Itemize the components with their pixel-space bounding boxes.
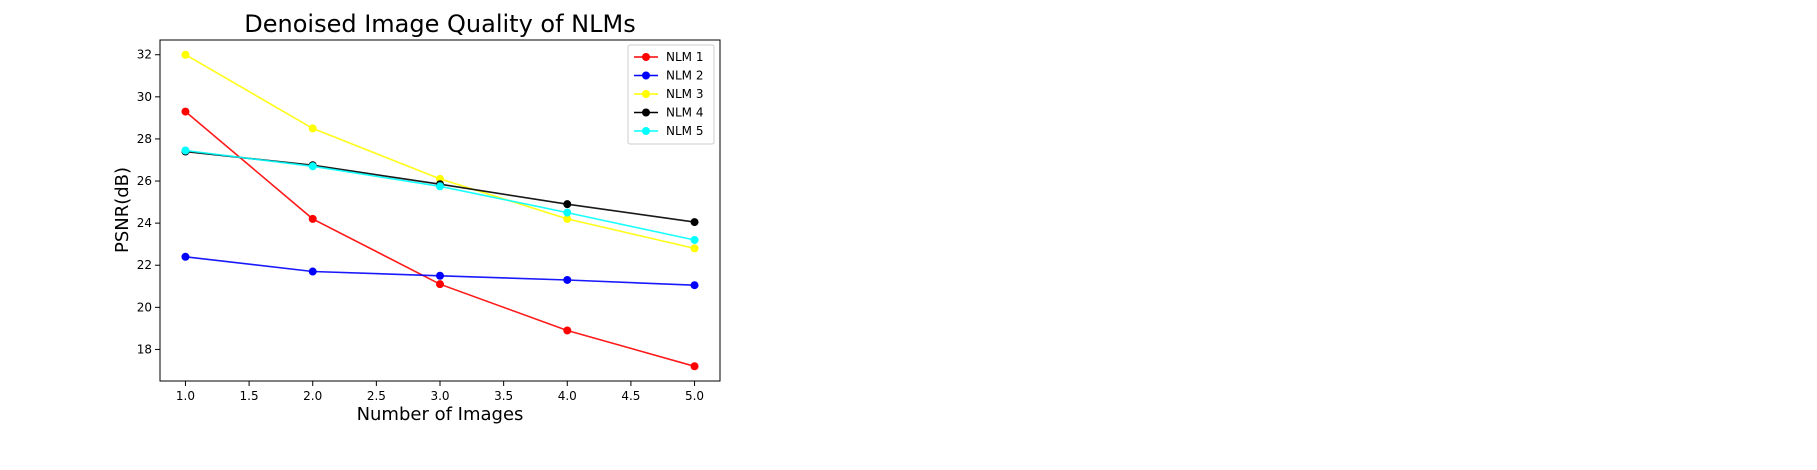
data-point	[181, 146, 190, 155]
x-tick-label: 4.0	[558, 389, 577, 403]
x-axis-label: Number of Images	[357, 404, 524, 425]
legend-entry: NLM 4	[634, 106, 703, 120]
x-tick-label: 2.5	[367, 389, 386, 403]
x-axis-ticks: 1.0 1.5 2.0 2.5 3.0 3.5 4.0 4.5 5.0	[176, 381, 704, 403]
legend-label: NLM 3	[666, 87, 703, 101]
legend-label: NLM 5	[666, 124, 703, 138]
y-axis-label: PSNR(dB)	[112, 167, 133, 253]
data-point	[690, 281, 699, 290]
data-point	[563, 208, 572, 217]
x-tick-label: 3.5	[494, 389, 513, 403]
x-tick-label: 2.0	[303, 389, 322, 403]
legend-swatch-marker	[642, 71, 650, 80]
legend-box	[627, 44, 715, 145]
data-point	[563, 214, 572, 223]
y-axis-ticks: 18 20 22 24 26 28 30 32	[137, 48, 160, 356]
data-point	[181, 252, 190, 261]
chart-title: Denoised Image Quality of NLMs	[244, 10, 635, 38]
y-tick-label: 22	[137, 258, 152, 272]
legend-entry: NLM 1	[634, 50, 703, 64]
series-line-3	[185, 54, 695, 250]
data-point	[308, 124, 317, 133]
data-point	[436, 280, 444, 289]
series-layer	[181, 50, 699, 371]
x-tick-label: 3.0	[430, 389, 449, 403]
legend-swatch-marker	[642, 127, 650, 135]
data-point	[308, 267, 317, 276]
data-point	[563, 200, 572, 209]
legend-label: NLM 2	[666, 69, 703, 83]
data-point	[436, 182, 444, 191]
y-tick-label: 30	[137, 90, 152, 104]
y-tick-label: 24	[137, 216, 152, 230]
legend-swatch-marker	[642, 90, 650, 98]
legend: NLM 1 NLM 2 NLM 3 NLM 4 NLM 5	[627, 44, 715, 145]
x-tick-label: 4.5	[621, 389, 640, 403]
y-tick-label: 26	[137, 174, 152, 188]
legend-swatch-marker	[642, 53, 650, 61]
data-point	[181, 50, 190, 59]
data-point	[308, 214, 317, 223]
data-point	[308, 162, 317, 171]
series-line-5	[185, 149, 695, 241]
y-tick-label: 32	[137, 48, 152, 62]
x-tick-label: 5.0	[685, 389, 704, 403]
data-point	[181, 107, 190, 116]
legend-entry: NLM 3	[634, 87, 703, 101]
data-point	[690, 235, 699, 244]
x-tick-label: 1.0	[176, 389, 195, 403]
x-tick-label: 1.5	[240, 389, 259, 403]
data-point	[436, 271, 444, 280]
data-point	[563, 326, 572, 335]
series-line-1	[184, 110, 695, 368]
y-tick-label: 20	[137, 300, 152, 314]
data-point	[690, 244, 699, 253]
legend-label: NLM 1	[666, 50, 703, 64]
data-point	[690, 218, 699, 227]
legend-swatch-marker	[642, 108, 650, 117]
y-tick-label: 18	[137, 342, 152, 356]
legend-entry: NLM 5	[634, 124, 703, 138]
data-point	[690, 362, 699, 371]
y-tick-label: 28	[137, 132, 152, 146]
legend-entry: NLM 2	[634, 69, 703, 83]
legend-label: NLM 4	[666, 106, 703, 120]
data-point	[563, 275, 572, 284]
